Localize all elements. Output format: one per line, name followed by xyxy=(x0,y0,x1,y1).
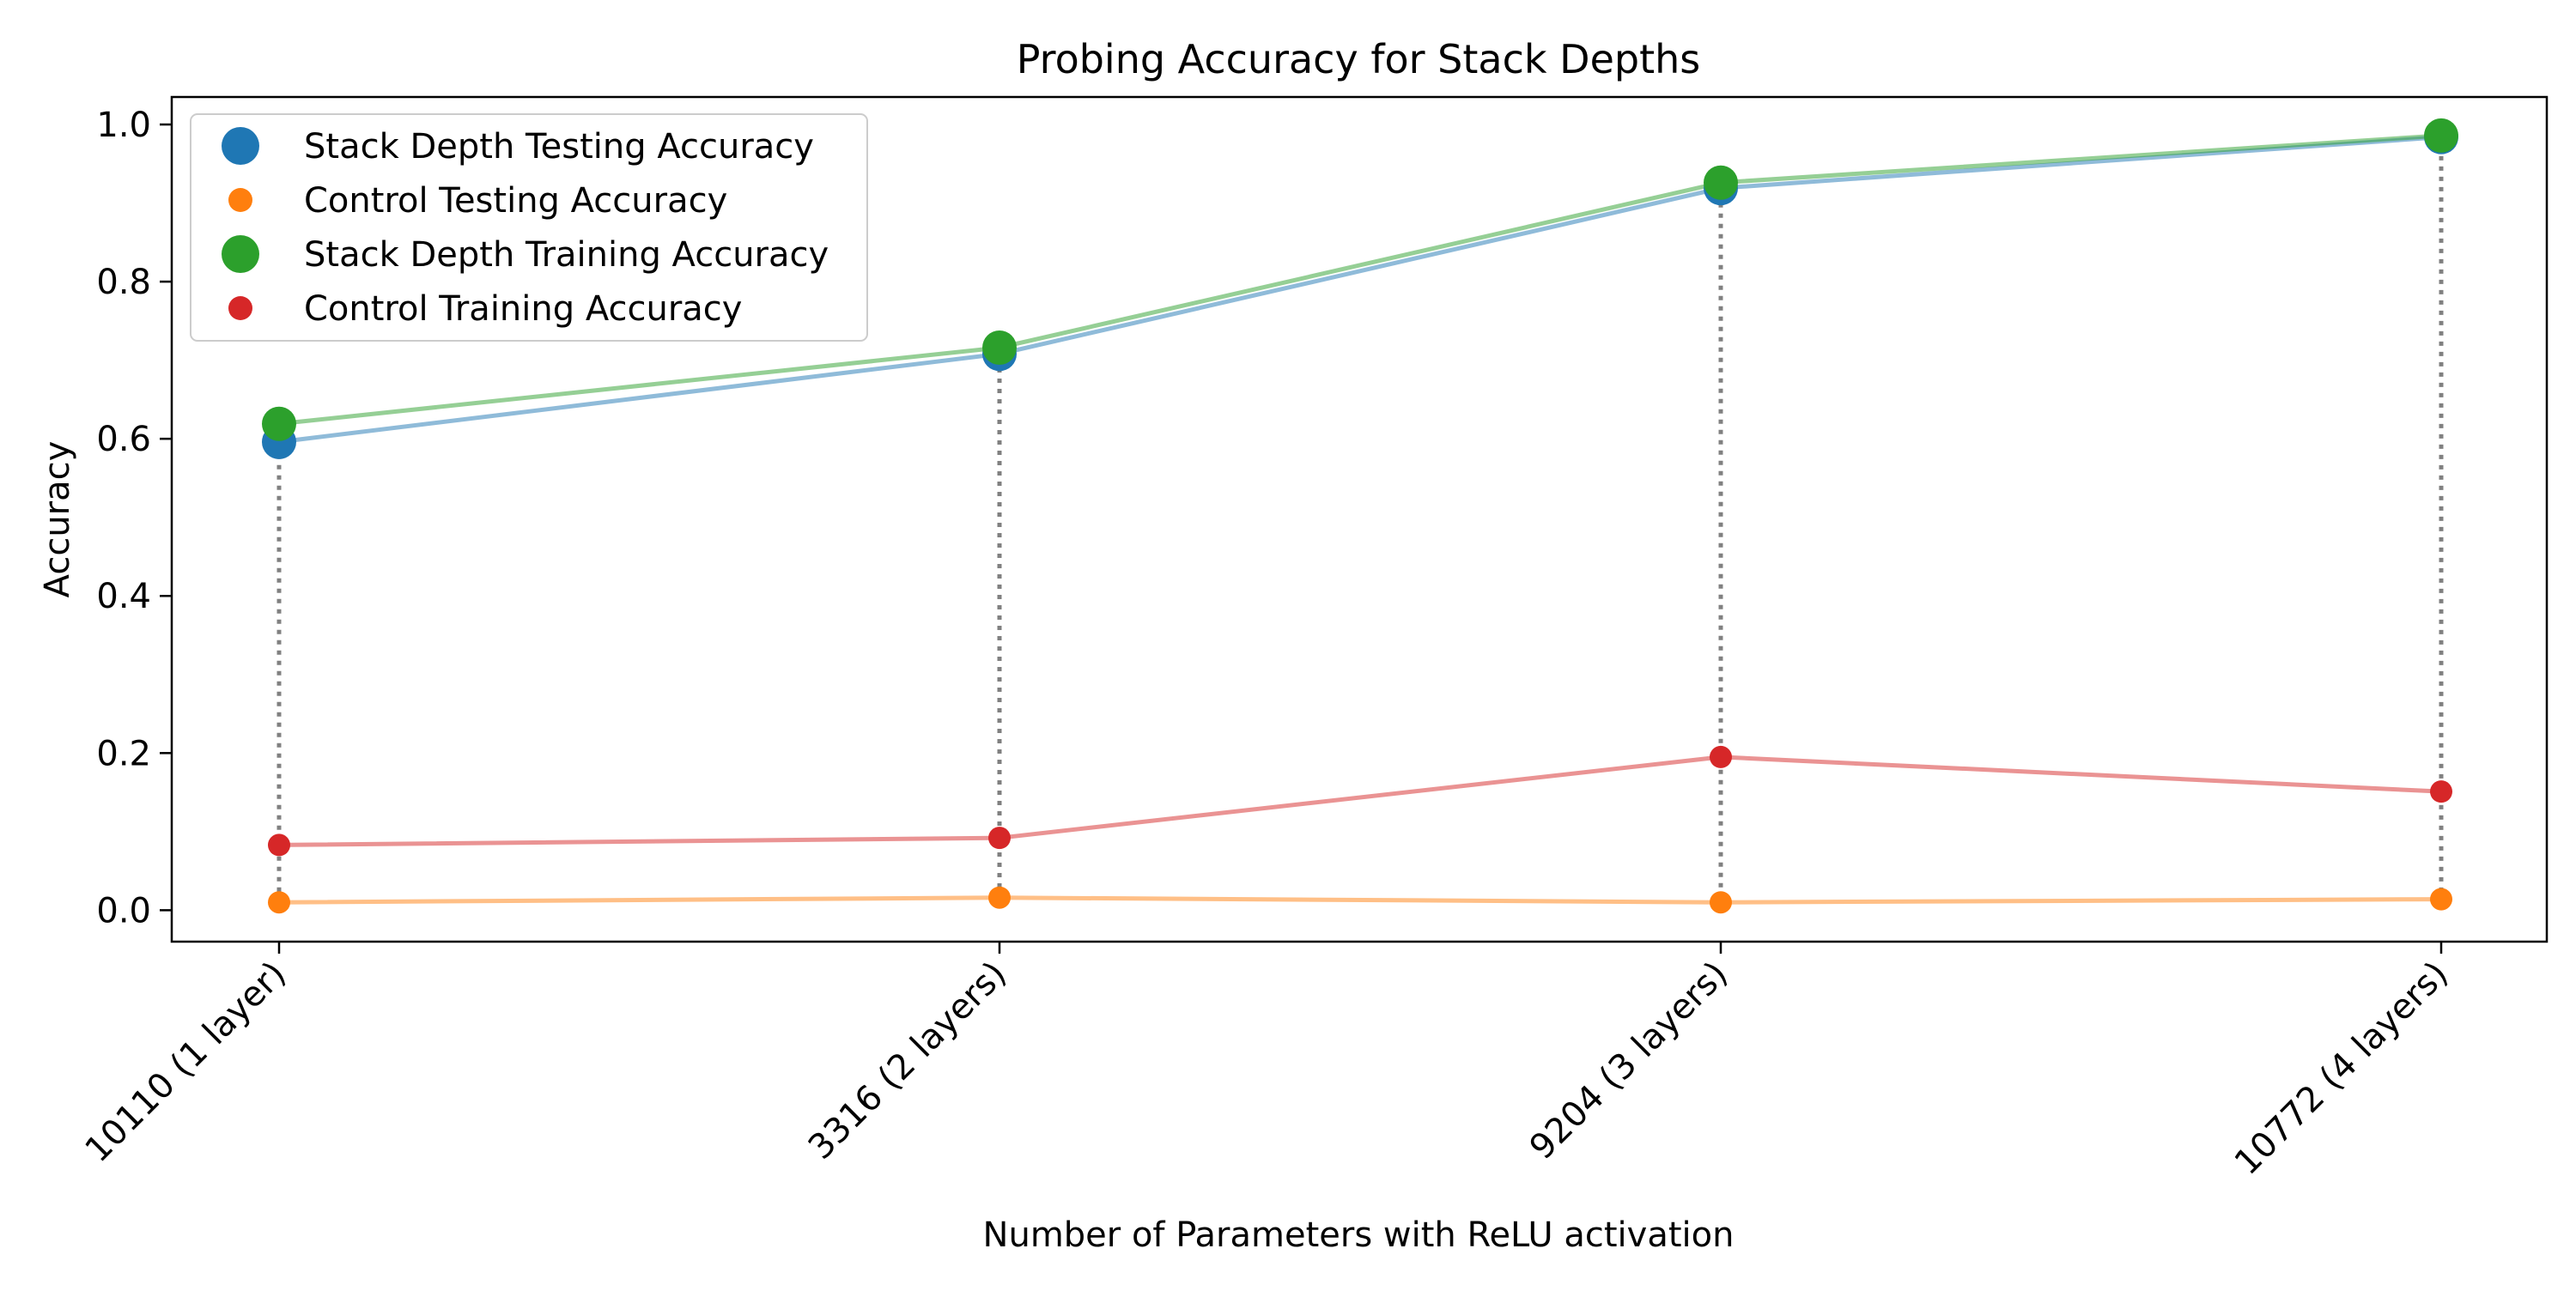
legend: Stack Depth Testing Accuracy Control Test… xyxy=(190,113,868,342)
series-line xyxy=(278,755,2442,847)
data-point xyxy=(982,330,1017,365)
y-tick-label: 0.4 xyxy=(96,577,151,616)
data-point xyxy=(988,827,1011,850)
data-point xyxy=(1710,745,1732,768)
chart-title: Probing Accuracy for Stack Depths xyxy=(1017,36,1701,82)
y-axis: 0.0 0.2 0.4 0.6 0.8 1.0 xyxy=(96,106,172,930)
legend-box xyxy=(190,113,868,342)
legend-marker xyxy=(228,296,252,320)
plot-frame xyxy=(170,95,2549,943)
data-point xyxy=(1704,165,1738,200)
data-point xyxy=(2430,780,2452,803)
series-line xyxy=(278,135,2442,445)
legend-label: Stack Depth Testing Accuracy xyxy=(304,127,814,167)
data-point xyxy=(268,891,290,914)
plot-area xyxy=(262,118,2458,914)
data-point xyxy=(268,833,290,857)
y-tick-label: 0.2 xyxy=(96,734,151,773)
y-tick-label: 0.8 xyxy=(96,263,151,302)
x-tick-label: 10110 (1 layer) xyxy=(78,955,295,1171)
legend-label: Control Training Accuracy xyxy=(304,289,742,329)
x-axis: 10110 (1 layer) 3316 (2 layers) 9204 (3 la… xyxy=(78,942,2456,1183)
legend-marker xyxy=(228,188,252,212)
data-point xyxy=(262,406,296,441)
x-tick-label: 3316 (2 layers) xyxy=(801,955,1014,1167)
legend-marker xyxy=(222,235,259,273)
y-tick-label: 0.0 xyxy=(96,891,151,930)
y-axis-label: Accuracy xyxy=(38,441,77,598)
x-tick-label: 10772 (4 layers) xyxy=(2227,955,2456,1183)
series-line xyxy=(278,895,2442,905)
y-tick-label: 1.0 xyxy=(96,106,151,145)
data-point xyxy=(1710,891,1732,914)
data-point xyxy=(2430,888,2452,911)
data-point xyxy=(988,886,1011,909)
y-tick-label: 0.6 xyxy=(96,420,151,459)
x-axis-label: Number of Parameters with ReLU activatio… xyxy=(983,1215,1735,1255)
data-point xyxy=(2424,118,2458,153)
series-line xyxy=(278,133,2442,427)
legend-label: Stack Depth Training Accuracy xyxy=(304,235,829,275)
legend-marker xyxy=(222,127,259,165)
legend-label: Control Testing Accuracy xyxy=(304,181,727,221)
x-tick-label: 9204 (3 layers) xyxy=(1522,955,1735,1167)
